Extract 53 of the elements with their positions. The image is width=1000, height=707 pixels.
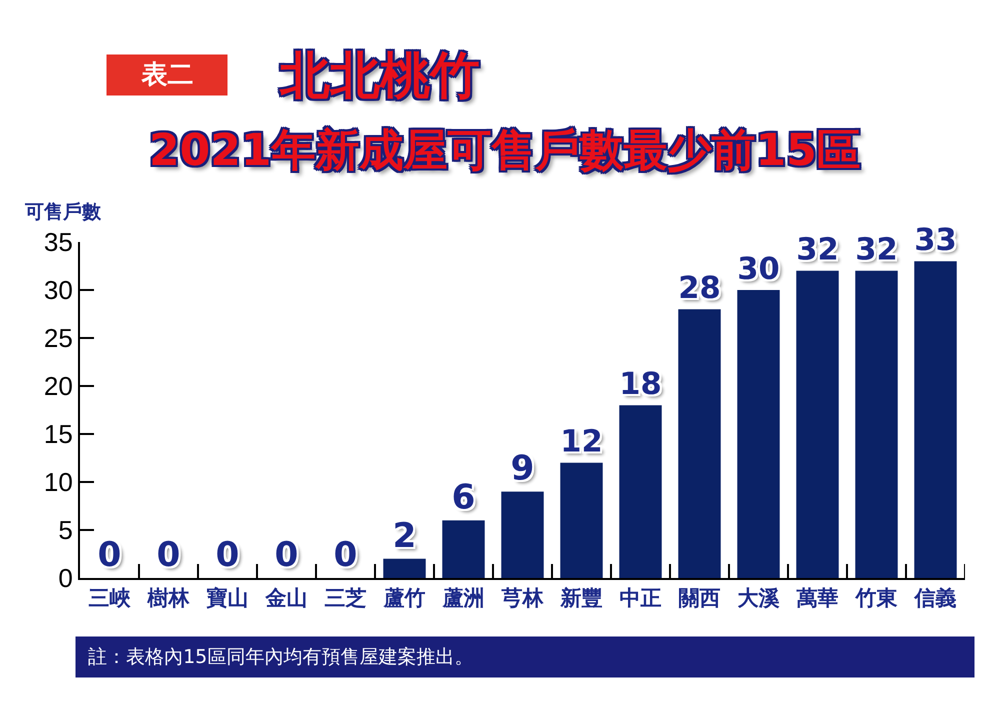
x-tick-label: 三峽 xyxy=(88,586,132,610)
data-label: 0 xyxy=(274,535,298,575)
text: 表二 xyxy=(140,60,194,90)
bar xyxy=(796,270,839,578)
data-label: 12 xyxy=(560,424,603,460)
data-label: 30 xyxy=(737,252,780,287)
bar xyxy=(855,270,898,578)
x-tick-label: 大溪 xyxy=(738,586,780,610)
data-label: 28 xyxy=(678,271,721,306)
text: 註：表格內15區同年內均有預售屋建案推出。 xyxy=(76,646,474,668)
x-tick-label: 樹林 xyxy=(146,586,190,610)
x-tick-label: 新豐 xyxy=(560,586,602,610)
data-label: 0 xyxy=(216,535,240,575)
x-tick-label: 萬華 xyxy=(796,586,838,610)
x-tick-label: 寶山 xyxy=(206,586,248,610)
x-tick-label: 三芝 xyxy=(324,586,366,610)
y-tick-label: 35 xyxy=(44,227,73,258)
data-label: 0 xyxy=(334,535,358,575)
y-tick-label: 0 xyxy=(58,563,73,594)
data-label: 0 xyxy=(156,535,180,575)
chart-subtitle: 2021年新成屋可售戶數最少前15區 xyxy=(149,125,861,176)
x-tick-label: 金山 xyxy=(264,586,308,610)
data-label: 32 xyxy=(796,232,839,268)
bar xyxy=(619,405,662,578)
data-label: 9 xyxy=(510,448,534,489)
bar xyxy=(737,290,780,578)
x-tick-label: 蘆洲 xyxy=(442,586,484,610)
data-label: 2 xyxy=(392,516,416,556)
bar xyxy=(678,309,721,578)
y-tick-label: 30 xyxy=(44,275,73,306)
data-label: 33 xyxy=(914,223,957,258)
chart-title: 北北桃竹 xyxy=(279,46,480,104)
x-tick-label: 竹東 xyxy=(854,586,898,610)
bar xyxy=(914,261,957,578)
bar xyxy=(383,558,426,578)
data-label: 6 xyxy=(452,477,476,518)
x-tick-label: 芎林 xyxy=(500,586,544,610)
data-label: 32 xyxy=(855,232,898,268)
y-tick-label: 5 xyxy=(58,515,73,546)
x-tick-label: 中正 xyxy=(620,586,662,610)
bar xyxy=(501,492,544,578)
x-tick-label: 信義 xyxy=(914,586,956,610)
data-label: 0 xyxy=(98,535,122,575)
y-tick-label: 15 xyxy=(44,419,73,450)
y-tick-label: 20 xyxy=(44,371,73,402)
bar xyxy=(442,520,485,578)
x-tick-label: 蘆竹 xyxy=(382,586,426,610)
x-tick-label: 關西 xyxy=(678,586,720,610)
y-axis-title: 可售戶數 xyxy=(24,201,102,223)
data-label: 18 xyxy=(619,367,662,402)
y-tick-label: 10 xyxy=(44,467,73,498)
bar xyxy=(560,462,603,578)
y-tick-label: 25 xyxy=(44,323,73,354)
